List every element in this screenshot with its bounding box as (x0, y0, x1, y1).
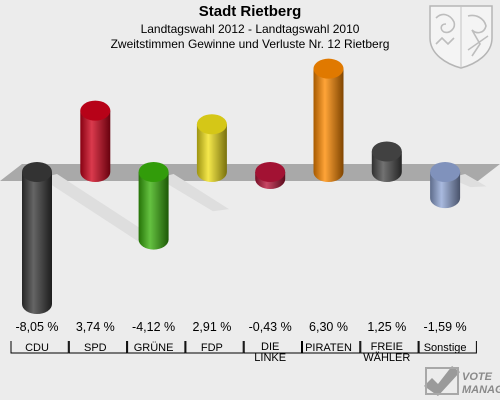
category-label: FREIE WÄHLER (363, 341, 410, 364)
bar-piraten (313, 58, 344, 182)
category-label: PIRATEN (305, 342, 352, 354)
bar-fdp (196, 114, 227, 182)
bar-grüne (138, 162, 169, 250)
bar-cdu (22, 162, 52, 315)
category-bracket (10, 341, 69, 354)
value-label: -1,59 % (424, 320, 467, 334)
bar-die-linke (255, 162, 286, 190)
value-label: 6,30 % (309, 320, 348, 334)
checkmark-icon (424, 366, 460, 396)
category-bracket (243, 341, 302, 354)
category-bracket (302, 341, 361, 354)
value-label: -8,05 % (15, 320, 58, 334)
category-bracket (418, 341, 477, 354)
coat-of-arms-icon (429, 5, 493, 69)
bar-freie-wähler (371, 141, 402, 182)
value-label: 1,25 % (367, 320, 406, 334)
baseline-platform (0, 164, 500, 181)
category-bracket (185, 341, 244, 354)
category-label: GRÜNE (134, 342, 174, 354)
brand-manager: MANAGER (462, 384, 500, 396)
bar-spd (80, 100, 111, 182)
brand-vote: VOTE (462, 371, 493, 383)
vote-manager-logo: VOTE MANAGER (424, 366, 500, 396)
value-label: 3,74 % (76, 320, 115, 334)
chart-subtitle-1: Landtagswahl 2012 - Landtagswahl 2010 (141, 22, 360, 36)
value-label: -0,43 % (249, 320, 292, 334)
category-label: FDP (201, 342, 223, 354)
category-bracket (127, 341, 186, 354)
category-label: DIE LINKE (254, 341, 286, 364)
value-label: 2,91 % (192, 320, 231, 334)
category-label: Sonstige (424, 342, 467, 354)
category-label: CDU (25, 342, 49, 354)
category-bracket (68, 341, 128, 354)
category-bracket (360, 341, 419, 354)
chart-subtitle-2: Zweitstimmen Gewinne und Verluste Nr. 12… (111, 37, 390, 51)
value-label: -4,12 % (132, 320, 175, 334)
category-label: SPD (84, 342, 107, 354)
page-title: Stadt Rietberg (199, 3, 302, 20)
bar-sonstige (430, 162, 461, 209)
bar-shadow (41, 174, 166, 249)
bar-shadow (157, 174, 230, 212)
